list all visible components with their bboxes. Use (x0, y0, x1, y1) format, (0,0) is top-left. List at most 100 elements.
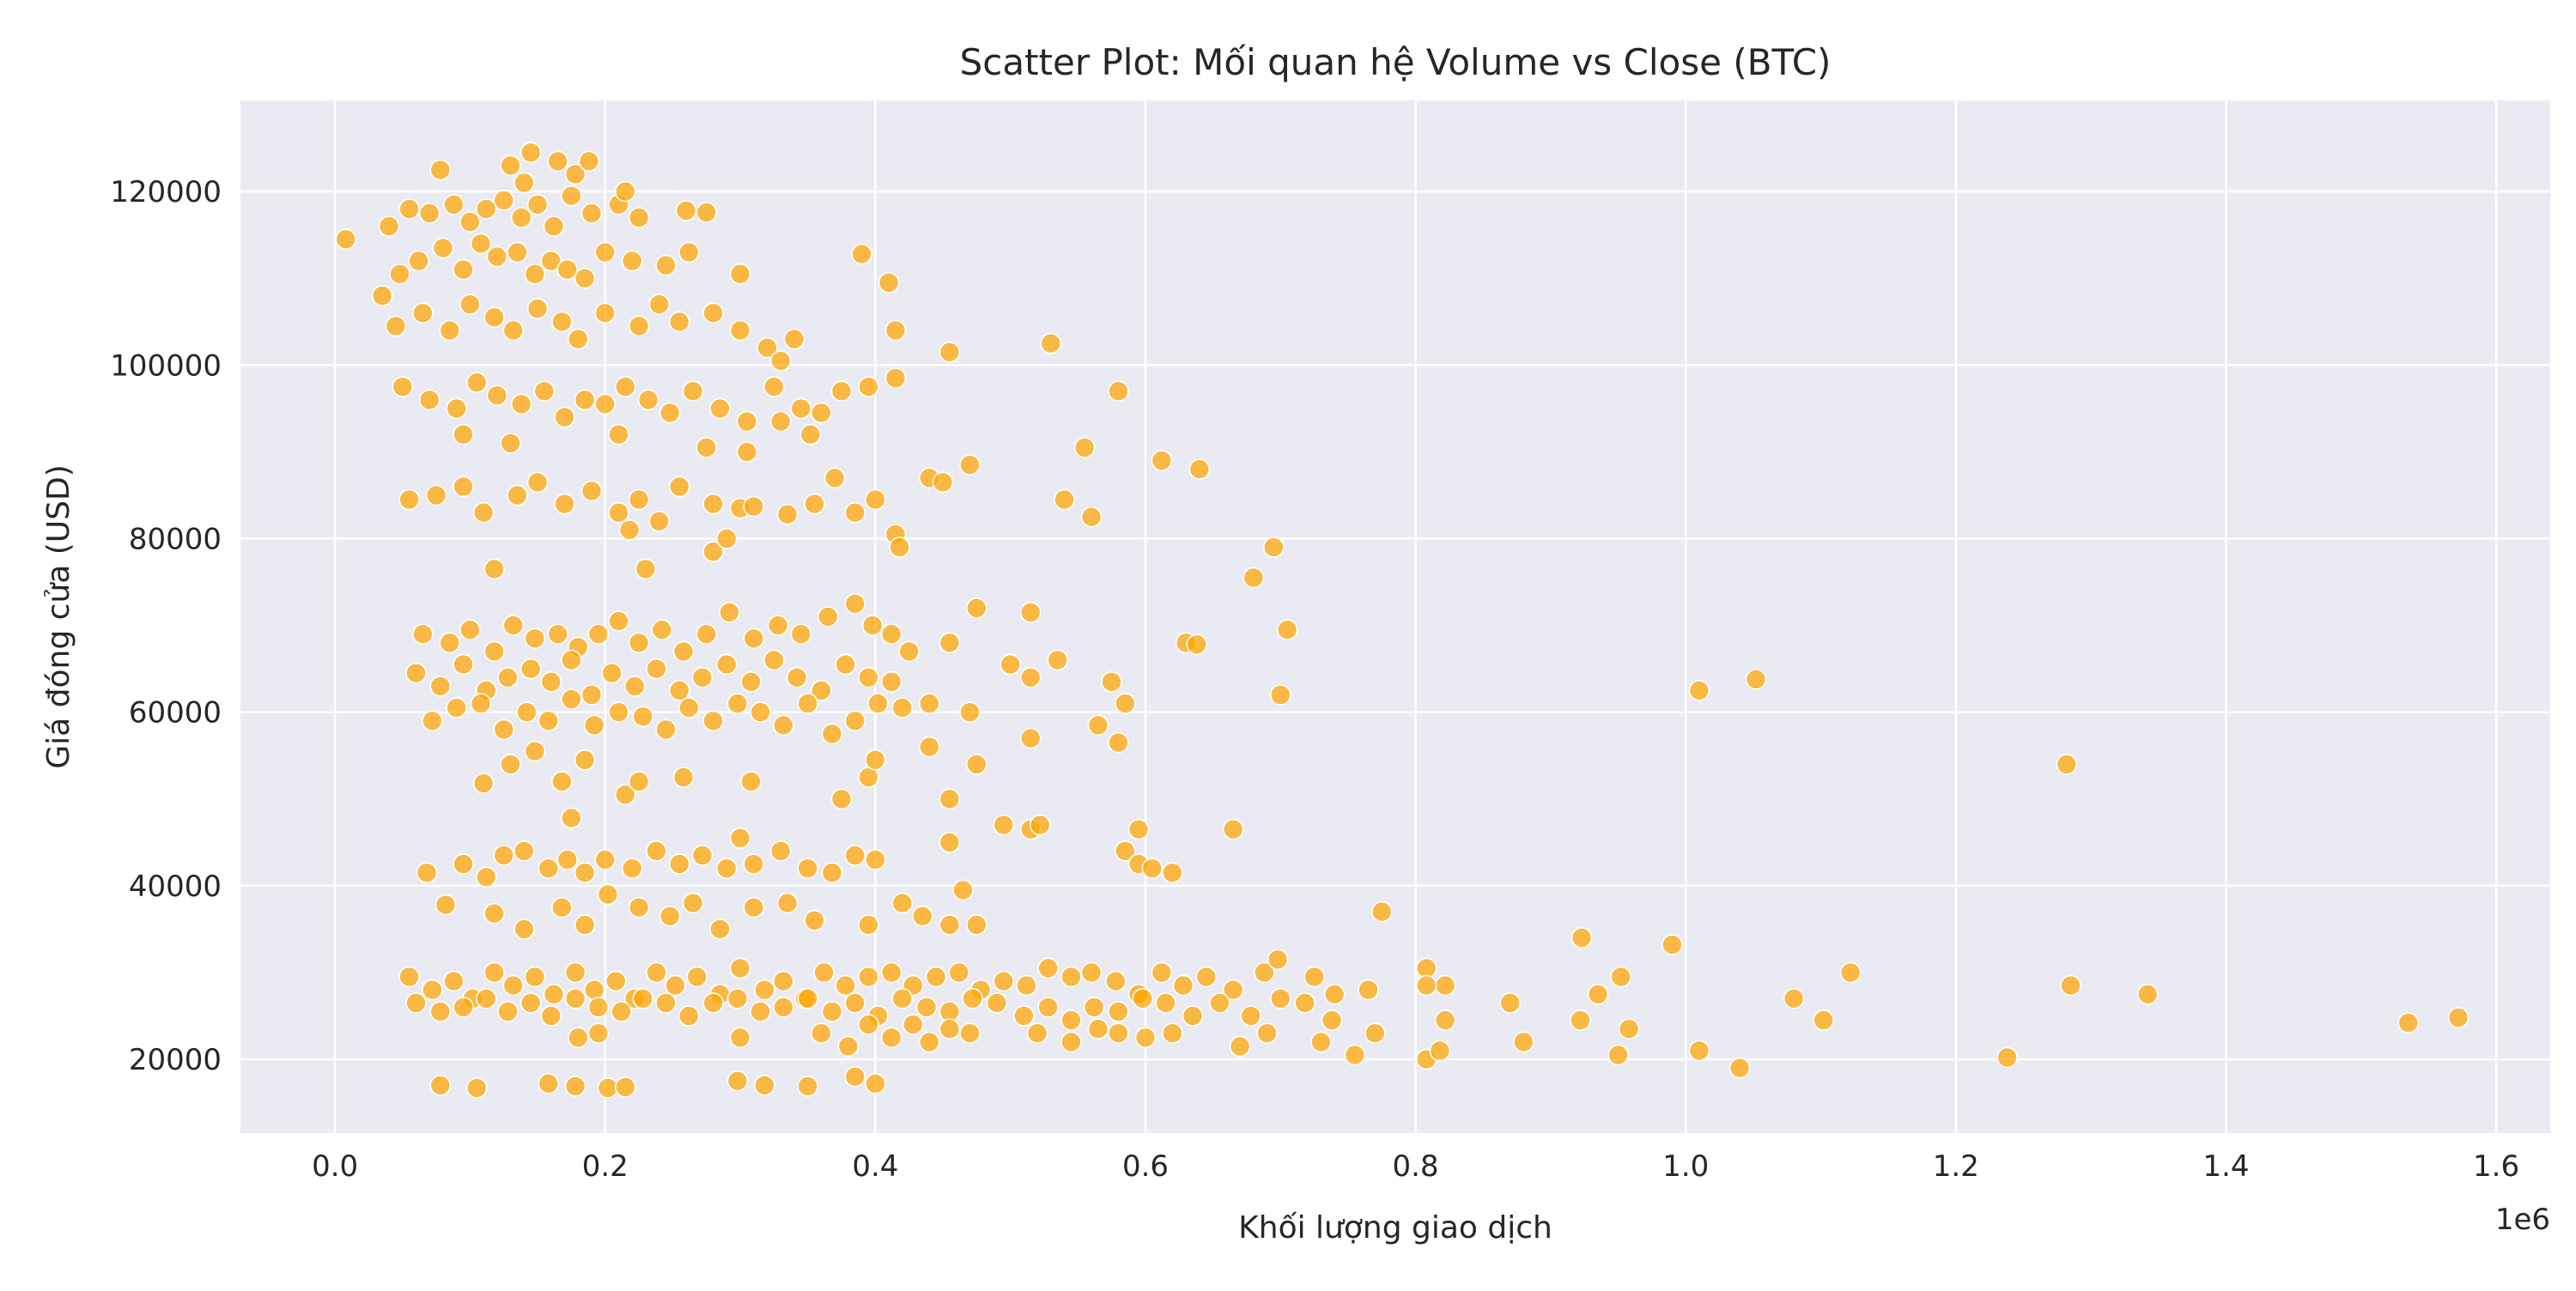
data-point (500, 754, 521, 775)
data-point (1610, 966, 1631, 988)
data-point (696, 202, 718, 223)
data-point (483, 640, 506, 663)
data-point (891, 697, 914, 718)
data-point (646, 840, 667, 862)
data-point (564, 988, 586, 1009)
data-point (574, 267, 596, 289)
data-point (628, 632, 650, 654)
data-points (335, 142, 2470, 1099)
x-tick-label: 0.6 (1122, 1149, 1169, 1184)
grid-lines (240, 100, 2550, 1133)
data-point (1162, 862, 1183, 884)
data-point (786, 666, 808, 688)
data-point (2136, 984, 2159, 1005)
data-point (709, 918, 731, 940)
y-tick-label: 40000 (129, 870, 222, 904)
data-point (1060, 1009, 1082, 1031)
data-point (1434, 974, 1456, 997)
data-point (1364, 1022, 1386, 1044)
data-point (1030, 814, 1051, 836)
data-point (432, 237, 454, 259)
data-point (763, 649, 785, 671)
y-tick-label: 60000 (129, 696, 222, 730)
data-point (677, 241, 700, 264)
data-point (465, 372, 488, 393)
data-point (425, 484, 447, 506)
data-point (729, 1027, 751, 1049)
data-point (1182, 1005, 1204, 1027)
data-point (1270, 988, 1291, 1009)
data-point (483, 558, 506, 580)
data-point (959, 701, 981, 724)
data-point (993, 814, 1015, 836)
data-point (844, 592, 866, 615)
data-point (865, 488, 886, 511)
data-point (580, 684, 603, 706)
data-point (1195, 966, 1218, 988)
data-point (1047, 649, 1068, 671)
data-point (804, 910, 825, 931)
data-point (677, 697, 700, 718)
data-point (830, 788, 853, 810)
data-point (1151, 961, 1173, 984)
data-point (446, 397, 468, 420)
data-point (1254, 961, 1275, 984)
data-point (628, 771, 650, 792)
data-point (1570, 1009, 1591, 1031)
data-point (1026, 1022, 1048, 1044)
data-point (540, 1005, 562, 1027)
data-point (2060, 974, 2081, 997)
x-axis-ticks: 0.0 0.2 0.4 0.6 0.8 1.0 1.2 1.4 1.6 (312, 1149, 2519, 1184)
data-point (715, 858, 738, 880)
data-point (939, 341, 961, 363)
data-point (578, 150, 600, 173)
data-point (594, 849, 617, 870)
data-point (726, 1070, 749, 1092)
data-point (608, 701, 629, 724)
data-point (538, 858, 560, 880)
data-point (880, 1027, 902, 1049)
data-point (561, 185, 582, 207)
data-point (1263, 536, 1285, 558)
data-point (851, 243, 872, 265)
data-point (776, 503, 799, 525)
data-point (1371, 900, 1393, 923)
data-point (583, 979, 605, 1001)
data-point (1087, 1018, 1109, 1039)
data-point (1060, 1031, 1082, 1053)
data-point (686, 966, 708, 988)
data-point (668, 476, 690, 498)
data-point (902, 1014, 924, 1035)
data-point (564, 961, 586, 984)
data-point (614, 784, 636, 806)
data-point (821, 723, 843, 745)
data-point (1209, 992, 1230, 1014)
x-axis-label: Khối lượng giao dịch (1238, 1210, 1552, 1246)
data-point (783, 328, 805, 350)
data-point (1513, 1031, 1534, 1053)
data-point (962, 988, 983, 1009)
data-point (884, 367, 907, 389)
data-point (813, 961, 835, 984)
data-point (776, 892, 799, 914)
data-point (614, 180, 636, 203)
data-point (844, 845, 866, 866)
data-point (538, 1073, 560, 1094)
data-point (429, 1075, 452, 1096)
data-point (1310, 1031, 1332, 1053)
data-point (865, 849, 886, 870)
data-point (547, 623, 569, 646)
data-point (672, 640, 695, 663)
data-point (1080, 506, 1103, 528)
data-point (1813, 1009, 1834, 1031)
data-point (999, 653, 1021, 676)
data-point (729, 827, 751, 849)
data-point (743, 896, 765, 918)
data-point (429, 1001, 452, 1022)
data-point (543, 984, 565, 1005)
data-point (1358, 979, 1379, 1001)
data-point (865, 1073, 886, 1094)
data-point (453, 853, 474, 875)
data-point (659, 906, 681, 927)
data-point (1151, 450, 1173, 471)
